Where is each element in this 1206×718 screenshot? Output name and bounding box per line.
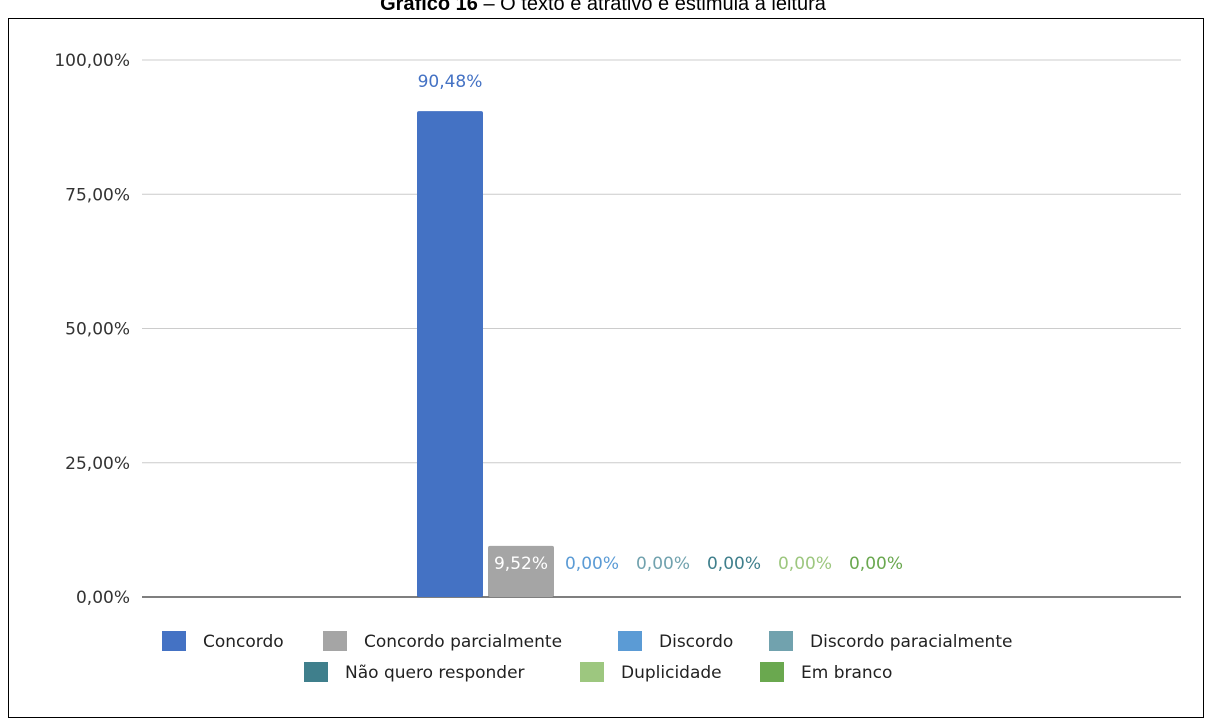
data-label: 9,52% xyxy=(494,554,548,574)
legend-label: Concordo xyxy=(203,632,284,652)
legend-label: Não quero responder xyxy=(345,663,525,683)
legend-swatch xyxy=(323,631,347,651)
y-tick-label: 0,00% xyxy=(76,588,130,608)
legend-label: Discordo paracialmente xyxy=(810,632,1012,652)
data-label: 0,00% xyxy=(707,554,761,574)
legend-swatch xyxy=(580,662,604,682)
data-label: 90,48% xyxy=(418,72,483,92)
y-tick-label: 100,00% xyxy=(54,51,130,71)
legend-swatch xyxy=(769,631,793,651)
legend-label: Em branco xyxy=(801,663,892,683)
legend-label: Duplicidade xyxy=(621,663,722,683)
data-label: 0,00% xyxy=(565,554,619,574)
legend-swatch xyxy=(304,662,328,682)
bar-2 xyxy=(488,545,554,597)
data-label: 0,00% xyxy=(778,554,832,574)
bar-1 xyxy=(417,111,483,597)
legend-swatch xyxy=(760,662,784,682)
legend-swatch xyxy=(618,631,642,651)
data-label: 0,00% xyxy=(636,554,690,574)
legend-label: Concordo parcialmente xyxy=(364,632,562,652)
y-tick-label: 25,00% xyxy=(65,454,130,474)
y-tick-label: 50,00% xyxy=(65,320,130,340)
legend-swatch xyxy=(162,631,186,651)
chart-title: Gráfico 16 – O texto é atrativo e estimu… xyxy=(0,0,1206,16)
y-tick-label: 75,00% xyxy=(65,185,130,205)
chart-title-prefix: Gráfico 16 xyxy=(380,0,478,15)
chart-title-text: – O texto é atrativo e estimula a leitur… xyxy=(477,0,826,15)
data-label: 0,00% xyxy=(849,554,903,574)
legend-label: Discordo xyxy=(659,632,733,652)
